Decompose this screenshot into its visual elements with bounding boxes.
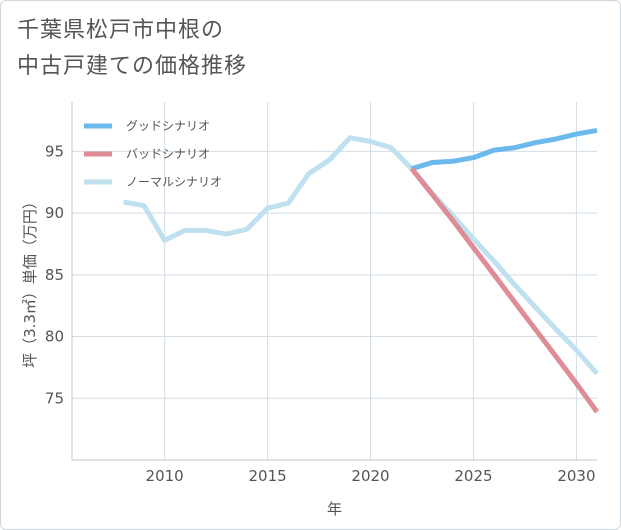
chart-title-line-1: 千葉県松戸市中根の bbox=[17, 18, 225, 43]
chart-title-line-2: 中古戸建ての価格推移 bbox=[17, 54, 248, 79]
x-tick-label-2015: 2015 bbox=[248, 467, 286, 485]
y-tick-label-85: 85 bbox=[45, 266, 64, 284]
x-axis-title: 年 bbox=[327, 500, 342, 518]
legend-label-2: ノーマルシナリオ bbox=[126, 175, 222, 189]
series-lines bbox=[123, 127, 600, 414]
legend-label-0: グッドシナリオ bbox=[126, 119, 210, 133]
x-tick-label-2010: 2010 bbox=[146, 467, 184, 485]
y-tick-label-95: 95 bbox=[45, 142, 64, 160]
y-tick-label-75: 75 bbox=[45, 389, 64, 407]
legend-label-1: バッドシナリオ bbox=[126, 147, 210, 161]
y-tick-label-90: 90 bbox=[45, 204, 64, 222]
y-axis-title: 坪（3.3㎡）単価（万円） bbox=[21, 194, 39, 368]
chart-title: 千葉県松戸市中根の 中古戸建ての価格推移 bbox=[17, 13, 247, 85]
series-line-0 bbox=[410, 127, 598, 172]
series-line-1 bbox=[409, 167, 600, 414]
tick-labels: 2010 2015 2020 2025 2030 75 80 85 90 95 bbox=[45, 142, 596, 485]
x-tick-label-2020: 2020 bbox=[351, 467, 389, 485]
series-line-2 bbox=[123, 135, 599, 376]
x-tick-label-2030: 2030 bbox=[557, 467, 595, 485]
x-tick-label-2025: 2025 bbox=[454, 467, 492, 485]
y-tick-label-80: 80 bbox=[45, 328, 64, 346]
grid-lines bbox=[71, 102, 597, 461]
